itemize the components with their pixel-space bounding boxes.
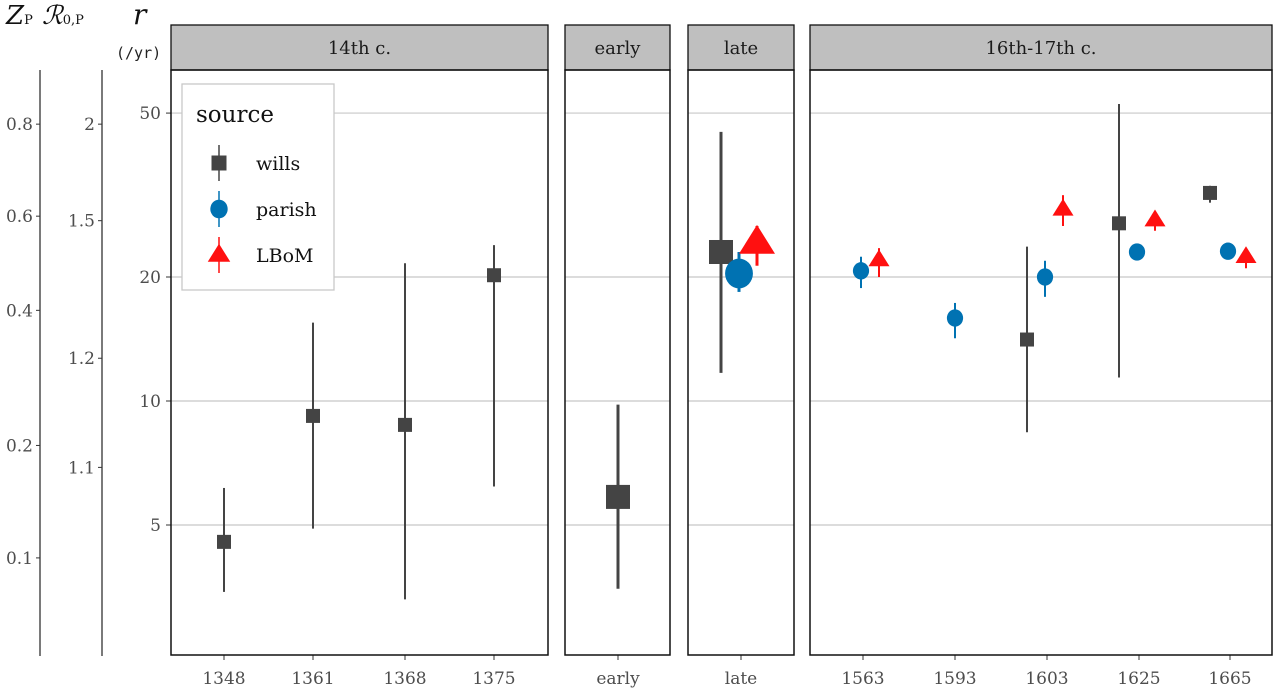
data-point-LBoM bbox=[1052, 195, 1074, 226]
y-tick-label: 20 bbox=[139, 268, 161, 288]
facet-panel: 14th c. 1348 1361 1368 1375 source wills parish… bbox=[170, 24, 549, 689]
x-tick-label: 1665 bbox=[1208, 669, 1251, 689]
x-tick-label: 1593 bbox=[933, 669, 976, 689]
marker-wills bbox=[398, 417, 412, 432]
data-point-wills bbox=[217, 487, 231, 592]
legend-label-wills: wills bbox=[256, 153, 300, 175]
marker-wills bbox=[1020, 332, 1034, 347]
facet-strip-label: 16th-17th c. bbox=[985, 38, 1096, 59]
x-tick-label: 1368 bbox=[383, 669, 426, 689]
marker-lbom bbox=[1144, 209, 1166, 227]
marker-wills bbox=[217, 534, 231, 549]
secondary-tick-label: 0.4 bbox=[6, 301, 33, 321]
facet-strip-label: late bbox=[724, 38, 758, 59]
marker-wills bbox=[709, 239, 733, 264]
data-point-LBoM bbox=[868, 248, 890, 277]
facet-panel: late late bbox=[687, 24, 795, 689]
marker-parish bbox=[1128, 243, 1146, 261]
x-tick-label: 1603 bbox=[1025, 669, 1068, 689]
data-point-parish bbox=[725, 251, 753, 292]
marker-lbom bbox=[1052, 198, 1074, 216]
data-point-parish bbox=[1128, 243, 1146, 261]
marker-parish bbox=[1219, 242, 1237, 260]
marker-wills bbox=[487, 268, 501, 283]
facet-strip-label: 14th c. bbox=[328, 38, 391, 59]
legend-box bbox=[181, 83, 335, 291]
secondary-tick-label: 1.1 bbox=[68, 458, 95, 478]
marker-parish bbox=[852, 262, 870, 280]
facet-strip-label: early bbox=[595, 38, 642, 59]
r-axis-unit: (/yr) bbox=[116, 44, 161, 62]
data-point-LBoM bbox=[1235, 246, 1257, 269]
marker-lbom bbox=[739, 224, 775, 254]
secondary-tick-label: 2 bbox=[84, 115, 95, 135]
legend-title: source bbox=[196, 102, 274, 128]
panel-border bbox=[564, 69, 671, 656]
x-tick-label: 1375 bbox=[472, 669, 515, 689]
marker-wills bbox=[211, 155, 227, 171]
data-point-parish bbox=[946, 302, 964, 339]
data-point-wills bbox=[1020, 246, 1034, 433]
x-tick-label: 1563 bbox=[841, 669, 884, 689]
facet-strip bbox=[170, 24, 549, 71]
y-tick-label: 5 bbox=[150, 516, 161, 536]
x-tick-label: 1348 bbox=[202, 669, 245, 689]
secondary-tick-label: 0.2 bbox=[6, 436, 33, 456]
zp-axis-label: ZP bbox=[5, 1, 33, 31]
legend-label-lbom: LBoM bbox=[256, 245, 313, 267]
marker-parish bbox=[946, 309, 964, 327]
data-point-wills bbox=[606, 404, 630, 589]
axis-headers: ZP ℛ0,P r (/yr) bbox=[5, 0, 161, 62]
panel-border bbox=[170, 69, 549, 656]
secondary-tick-label: 0.1 bbox=[6, 549, 33, 569]
facet-panel: 16th-17th c. 1563 1593 1603 1625 1665 bbox=[809, 24, 1273, 689]
panel-border bbox=[809, 69, 1273, 656]
legend-label-parish: parish bbox=[256, 199, 317, 221]
marker-parish bbox=[1036, 268, 1054, 286]
facet-strip bbox=[687, 24, 795, 71]
data-point-wills bbox=[398, 263, 412, 600]
r-axis-label: r bbox=[133, 0, 148, 31]
x-tick-label: 1361 bbox=[291, 669, 334, 689]
data-point-wills bbox=[1112, 104, 1126, 378]
marker-lbom bbox=[1235, 246, 1257, 264]
data-point-wills bbox=[306, 322, 320, 529]
x-tick-label: early bbox=[596, 669, 640, 689]
marker-parish bbox=[210, 199, 228, 219]
marker-lbom bbox=[207, 243, 231, 262]
secondary-tick-label: 1.5 bbox=[68, 212, 95, 232]
secondary-tick-label: 0.8 bbox=[6, 115, 33, 135]
marker-wills bbox=[1203, 185, 1217, 200]
y-tick-label: 10 bbox=[139, 392, 161, 412]
data-point-LBoM bbox=[739, 224, 775, 266]
marker-wills bbox=[606, 484, 630, 509]
data-point-parish bbox=[1219, 242, 1237, 260]
marker-lbom bbox=[868, 249, 890, 267]
facet-panel: early early bbox=[564, 24, 671, 689]
data-point-wills bbox=[709, 131, 733, 373]
data-point-parish bbox=[852, 256, 870, 289]
data-point-wills bbox=[1203, 185, 1217, 203]
x-tick-label: late bbox=[725, 669, 757, 689]
data-point-wills bbox=[487, 245, 501, 487]
r0-axis-label: ℛ0,P bbox=[42, 1, 84, 31]
data-point-parish bbox=[1036, 260, 1054, 297]
data-point-LBoM bbox=[1144, 209, 1166, 231]
legend: source wills parish LBoM bbox=[181, 83, 335, 291]
secondary-tick-label: 0.6 bbox=[6, 207, 33, 227]
panel-border bbox=[687, 69, 795, 656]
marker-wills bbox=[1112, 216, 1126, 231]
marker-wills bbox=[306, 408, 320, 423]
marker-parish bbox=[725, 258, 753, 289]
x-tick-label: 1625 bbox=[1117, 669, 1160, 689]
y-tick-label: 50 bbox=[139, 104, 161, 124]
facet-strip bbox=[809, 24, 1273, 71]
secondary-tick-label: 1.2 bbox=[68, 349, 95, 369]
